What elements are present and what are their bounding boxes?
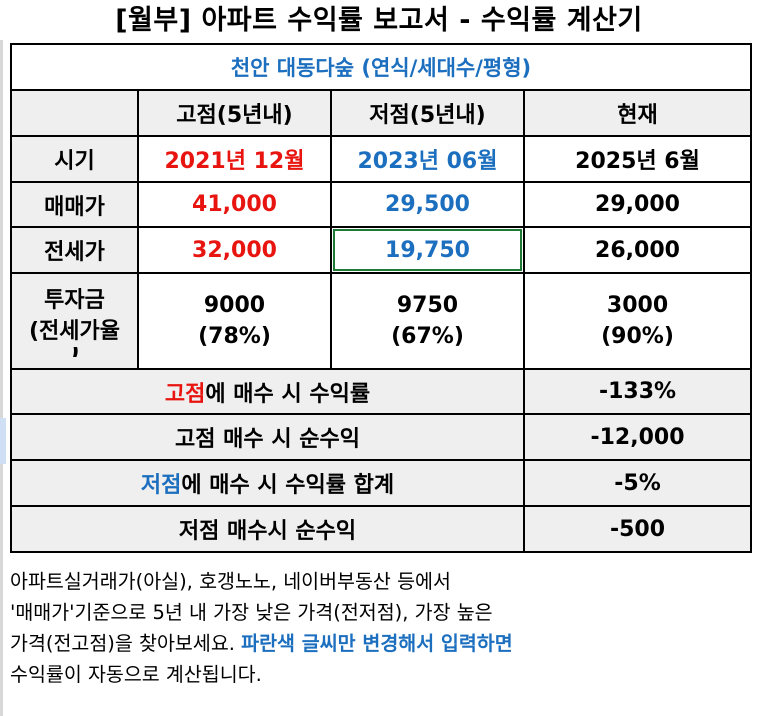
note-line3-highlight: 파란색 글씨만 변경해서 입력하면 bbox=[241, 632, 513, 655]
note-line3: 가격(전고점)을 찾아보세요. 파란색 글씨만 변경해서 입력하면 bbox=[10, 628, 750, 659]
low-return-rest: 에 매수 시 수익률 합계 bbox=[181, 473, 395, 498]
period-now-cell[interactable]: 2025년 6월 bbox=[522, 135, 753, 183]
page-title: [월부] 아파트 수익률 보고서 - 수익률 계산기 bbox=[115, 5, 643, 36]
sale-price-now-cell[interactable]: 29,000 bbox=[522, 181, 753, 228]
investment-high-amount: 9000 bbox=[203, 293, 266, 318]
instruction-note: 아파트실거래가(아실), 호갱노노, 네이버부동산 등에서 '매매가'기준으로 … bbox=[10, 566, 750, 690]
low-return-highlight: 저점 bbox=[140, 473, 182, 498]
sale-price-label-cell[interactable]: 매매가 bbox=[10, 181, 139, 228]
period-label-cell[interactable]: 시기 bbox=[10, 135, 139, 183]
low-profit-label-cell[interactable]: 저점 매수시 순수익 bbox=[10, 505, 525, 553]
investment-low-amount: 9750 bbox=[396, 293, 459, 318]
investment-label-cell[interactable]: 투자금 (전세가율 ) bbox=[10, 272, 139, 370]
high-profit-label-cell[interactable]: 고점 매수 시 순수익 bbox=[10, 413, 525, 461]
jeonse-label-cell[interactable]: 전세가 bbox=[10, 226, 139, 274]
investment-now-amount: 3000 bbox=[606, 293, 669, 318]
investment-high-ratio: (78%) bbox=[198, 324, 271, 349]
high-return-rest: 에 매수 시 수익률 bbox=[205, 381, 371, 407]
low-return-value-cell[interactable]: -5% bbox=[522, 459, 753, 507]
investment-low-ratio: (67%) bbox=[391, 324, 464, 349]
low-profit-value-cell[interactable]: -500 bbox=[522, 505, 753, 553]
note-line1: 아파트실거래가(아실), 호갱노노, 네이버부동산 등에서 bbox=[10, 570, 451, 593]
note-line3-plain: 가격(전고점)을 찾아보세요. bbox=[10, 632, 242, 655]
low-return-label-cell[interactable]: 저점에 매수 시 수익률 합계 bbox=[10, 459, 525, 507]
header-low-cell[interactable]: 저점(5년내) bbox=[330, 89, 525, 137]
apartment-subtitle-cell[interactable]: 천안 대동다숲 (연식/세대수/평형) bbox=[9, 43, 753, 91]
jeonse-now-cell[interactable]: 26,000 bbox=[522, 226, 753, 274]
note-line4: 수익률이 자동으로 계산됩니다. bbox=[10, 663, 262, 686]
sale-price-low-cell[interactable]: 29,500 bbox=[330, 181, 525, 228]
high-profit-value-cell[interactable]: -12,000 bbox=[522, 413, 753, 461]
calculator-table: 천안 대동다숲 (연식/세대수/평형) 고점(5년내) 저점(5년내) 현재 시… bbox=[9, 43, 753, 553]
header-high-cell[interactable]: 고점(5년내) bbox=[137, 89, 332, 137]
jeonse-low-cell-selected[interactable]: 19,750 bbox=[330, 226, 525, 274]
investment-high-cell[interactable]: 9000 (78%) bbox=[137, 272, 332, 370]
investment-label-line3: ) bbox=[13, 347, 136, 357]
note-line2: '매매가'기준으로 5년 내 가장 낮은 가격(전저점), 가장 높은 bbox=[10, 601, 493, 624]
high-return-highlight: 고점 bbox=[164, 381, 206, 407]
investment-label-line2: (전세가율 bbox=[28, 319, 120, 344]
investment-label-line1: 투자금 bbox=[44, 288, 105, 313]
jeonse-high-cell[interactable]: 32,000 bbox=[137, 226, 332, 274]
sale-price-high-cell[interactable]: 41,000 bbox=[137, 181, 332, 228]
period-high-cell[interactable]: 2021년 12월 bbox=[137, 135, 332, 183]
high-return-label-cell[interactable]: 고점에 매수 시 수익률 bbox=[10, 368, 525, 415]
header-empty-cell[interactable] bbox=[10, 89, 139, 137]
high-return-value-cell[interactable]: -133% bbox=[522, 368, 753, 415]
header-now-cell[interactable]: 현재 bbox=[522, 89, 753, 137]
investment-now-cell[interactable]: 3000 (90%) bbox=[522, 272, 753, 370]
investment-now-ratio: (90%) bbox=[601, 324, 674, 349]
investment-low-cell[interactable]: 9750 (67%) bbox=[330, 272, 525, 370]
row-selection-marker bbox=[0, 418, 6, 464]
row-header-strip bbox=[0, 40, 3, 716]
period-low-cell[interactable]: 2023년 06월 bbox=[330, 135, 525, 183]
